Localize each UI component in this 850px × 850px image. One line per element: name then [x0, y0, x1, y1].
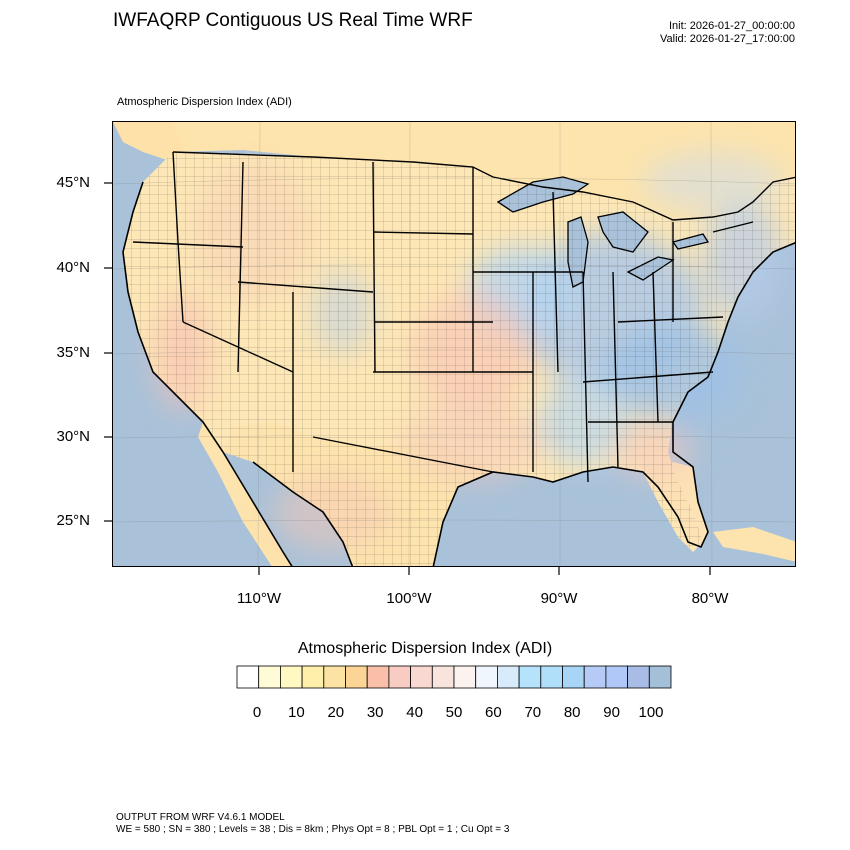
colorbar-swatch [475, 665, 498, 689]
colorbar-swatch [345, 665, 368, 689]
colorbar-tick-label: 70 [524, 704, 542, 721]
field-subtitle: Atmospheric Dispersion Index (ADI) [117, 96, 292, 108]
colorbar-tick-label: 100 [638, 704, 664, 721]
colorbar-swatch [410, 665, 433, 689]
colorbar-tick-label: 10 [288, 704, 305, 721]
county-grid [123, 152, 795, 566]
colorbar-swatch [583, 665, 607, 689]
colorbar-swatch [627, 665, 650, 689]
cuba-land [713, 527, 795, 562]
colorbar-tick-label: 30 [366, 704, 384, 721]
colorbar-swatch [388, 665, 411, 689]
lat-label-45: 45°N [56, 174, 90, 191]
colorbar-swatch [453, 665, 477, 689]
colorbar-swatch [562, 665, 585, 689]
colorbar-tick-label: 20 [327, 704, 345, 721]
lon-label-80w: 80°W [691, 590, 729, 607]
baja-land [198, 422, 292, 566]
state-boundaries [132, 151, 795, 483]
colorbar [236, 665, 672, 689]
colorbar-swatch [258, 665, 281, 689]
colorbar-tick-label: 80 [563, 704, 581, 721]
colorbar-swatch [496, 665, 520, 689]
colorbar-tick-label: 40 [406, 704, 423, 721]
colorbar-tick-label: 90 [603, 704, 620, 721]
footer-config-line: WE = 580 ; SN = 380 ; Levels = 38 ; Dis … [116, 824, 510, 835]
colorbar-tick-label: 50 [445, 704, 463, 721]
coastline [122, 181, 795, 566]
bc-land [113, 122, 183, 162]
colorbar-swatch [236, 665, 260, 689]
lat-label-40: 40°N [56, 259, 90, 276]
lat-label-35: 35°N [56, 344, 90, 361]
colorbar-swatch [540, 665, 563, 689]
colorbar-swatch [605, 665, 628, 689]
lat-label-30: 30°N [56, 428, 90, 445]
colorbar-title: Atmospheric Dispersion Index (ADI) [297, 640, 553, 657]
lon-label-100w: 100°W [386, 590, 432, 607]
colorbar-swatch [280, 665, 303, 689]
canada-land [153, 122, 795, 220]
lon-label-110w: 110°W [236, 590, 282, 607]
lat-label-25: 25°N [56, 512, 90, 529]
footer-model-line: OUTPUT FROM WRF V4.6.1 MODEL [116, 812, 285, 823]
init-time: Init: 2026-01-27_00:00:00 [669, 20, 795, 32]
lon-label-90w: 90°W [540, 590, 578, 607]
colorbar-tick-label: 60 [485, 704, 502, 721]
colorbar-swatch [518, 665, 542, 689]
valid-time: Valid: 2026-01-27_17:00:00 [660, 33, 795, 45]
colorbar-swatch [323, 665, 346, 689]
map-panel [112, 121, 796, 567]
graticule [113, 122, 795, 566]
canada-high-adi [643, 152, 783, 212]
colorbar-swatch [366, 665, 390, 689]
colorbar-swatch [648, 665, 672, 689]
colorbar-swatch [301, 665, 325, 689]
colorbar-tick-label: 0 [252, 704, 262, 721]
map-svg [113, 122, 795, 566]
map-title: IWFAQRP Contiguous US Real Time WRF [113, 10, 473, 31]
colorbar-swatch [431, 665, 455, 689]
